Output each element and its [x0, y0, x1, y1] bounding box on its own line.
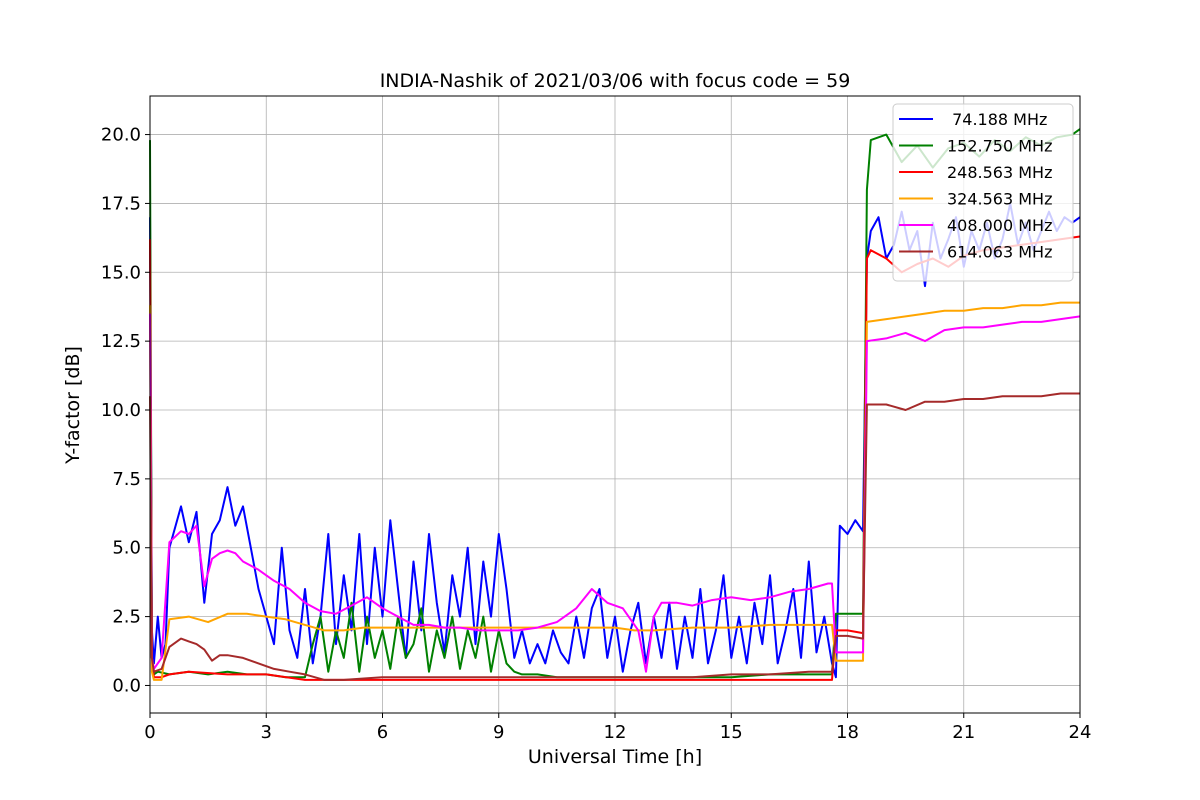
chart-title: INDIA-Nashik of 2021/03/06 with focus co… [380, 70, 851, 92]
y-tick-label: 5.0 [112, 538, 141, 559]
y-tick-label: 7.5 [112, 469, 141, 490]
x-tick-label: 0 [144, 722, 155, 743]
y-tick-label: 17.5 [101, 193, 141, 214]
x-tick-label: 6 [377, 722, 388, 743]
legend-box [892, 103, 1074, 282]
y-tick-label: 2.5 [112, 607, 141, 628]
y-tick-label: 10.0 [101, 400, 141, 421]
legend: 74.188 MHz 152.750 MHz 248.563 MHz 324.563 … [892, 103, 1074, 282]
y-tick-label: 15.0 [101, 262, 141, 283]
x-tick-label: 9 [493, 722, 504, 743]
y-tick-label: 20.0 [101, 125, 141, 146]
series-line-6 [149, 392, 1080, 681]
legend-label-1: 74.188 MHz [947, 110, 1047, 129]
y-tick-label: 0.0 [112, 675, 141, 696]
legend-label-3: 248.563 MHz [947, 163, 1052, 182]
y-axis-label: Y-factor [dB] [62, 346, 84, 465]
legend-label-4: 324.563 MHz [947, 190, 1052, 209]
ticks: 0 3 6 9 12 15 18 21 24 0.0 2.5 5.0 7.5 10.0 12.5 15.0 17… [101, 125, 1092, 743]
y-tick-label: 12.5 [101, 331, 141, 352]
series-line-4 [149, 301, 1080, 681]
x-tick-label: 18 [836, 722, 859, 743]
x-tick-label: 12 [604, 722, 627, 743]
x-tick-label: 24 [1069, 722, 1092, 743]
x-tick-label: 3 [261, 722, 272, 743]
series-line-5 [149, 313, 1081, 673]
legend-label-2: 152.750 MHz [947, 137, 1052, 156]
legend-label-5: 408.000 MHz [947, 216, 1052, 235]
x-tick-label: 21 [952, 722, 975, 743]
legend-label-6: 614.063 MHz [947, 243, 1052, 262]
x-tick-label: 15 [720, 722, 743, 743]
x-axis-label: Universal Time [h] [528, 746, 702, 768]
